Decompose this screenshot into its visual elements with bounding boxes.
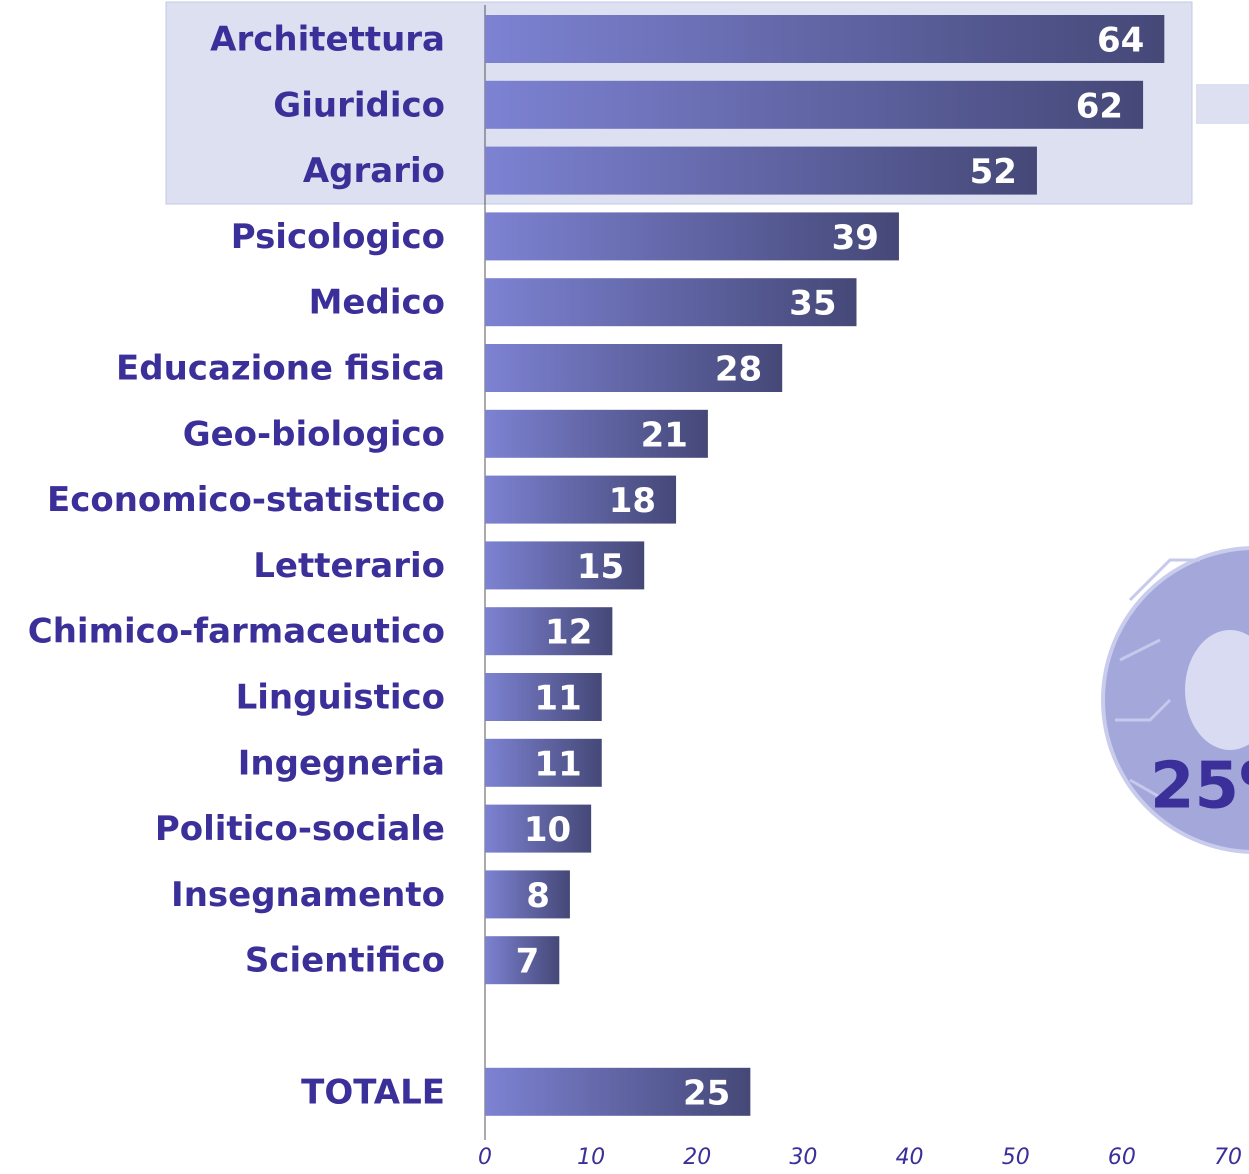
chart: 0 10 20 30 40 50 60 70 Architettura 64 Giuridico 62…	[0, 0, 1249, 1174]
value-label: 28	[715, 350, 762, 390]
value-label: 35	[789, 284, 836, 324]
value-label: 10	[524, 810, 571, 850]
badge: 25%	[1103, 548, 1249, 852]
bar	[485, 15, 1164, 63]
value-label: 18	[609, 481, 656, 521]
value-label: 64	[1097, 21, 1144, 61]
value-label: 25	[683, 1073, 730, 1113]
x-tick-label: 50	[1002, 1145, 1030, 1170]
category-label: Scientifico	[245, 941, 445, 981]
category-label: Chimico-farmaceutico	[28, 612, 445, 652]
value-label: 11	[534, 679, 581, 719]
x-tick-label: 70	[1214, 1145, 1242, 1170]
x-tick-label: 30	[789, 1145, 817, 1170]
category-label: Giuridico	[273, 85, 445, 125]
x-tick-label: 40	[896, 1145, 924, 1170]
category-label: Ingegneria	[238, 743, 445, 783]
value-label: 8	[526, 876, 550, 916]
category-label: Educazione fisica	[116, 349, 445, 389]
value-label: 11	[534, 744, 581, 784]
value-label: 39	[832, 218, 879, 258]
x-tick-label: 10	[577, 1145, 605, 1170]
category-label: Architettura	[210, 20, 445, 60]
badge-text: 25%	[1150, 750, 1249, 824]
category-label: Economico-statistico	[47, 480, 445, 520]
category-label: Letterario	[253, 546, 445, 586]
value-label: 15	[577, 547, 624, 587]
bar	[485, 81, 1143, 129]
value-label: 62	[1076, 86, 1123, 126]
category-label: Geo-biologico	[183, 414, 445, 454]
bar	[485, 147, 1037, 195]
value-label: 7	[516, 942, 540, 982]
category-label: Insegnamento	[171, 875, 445, 915]
x-tick-label: 20	[683, 1145, 711, 1170]
value-label: 52	[970, 152, 1017, 192]
category-label: Agrario	[303, 151, 445, 191]
category-label: Psicologico	[231, 217, 445, 257]
x-tick-label: 0	[478, 1145, 492, 1170]
category-label: Linguistico	[236, 678, 445, 718]
category-label: TOTALE	[301, 1072, 445, 1112]
value-label: 21	[641, 415, 688, 455]
value-label: 12	[545, 613, 592, 653]
highlight-tab	[1196, 84, 1249, 124]
category-label: Medico	[309, 283, 445, 323]
x-tick-label: 60	[1108, 1145, 1136, 1170]
category-label: Politico-sociale	[155, 809, 445, 849]
